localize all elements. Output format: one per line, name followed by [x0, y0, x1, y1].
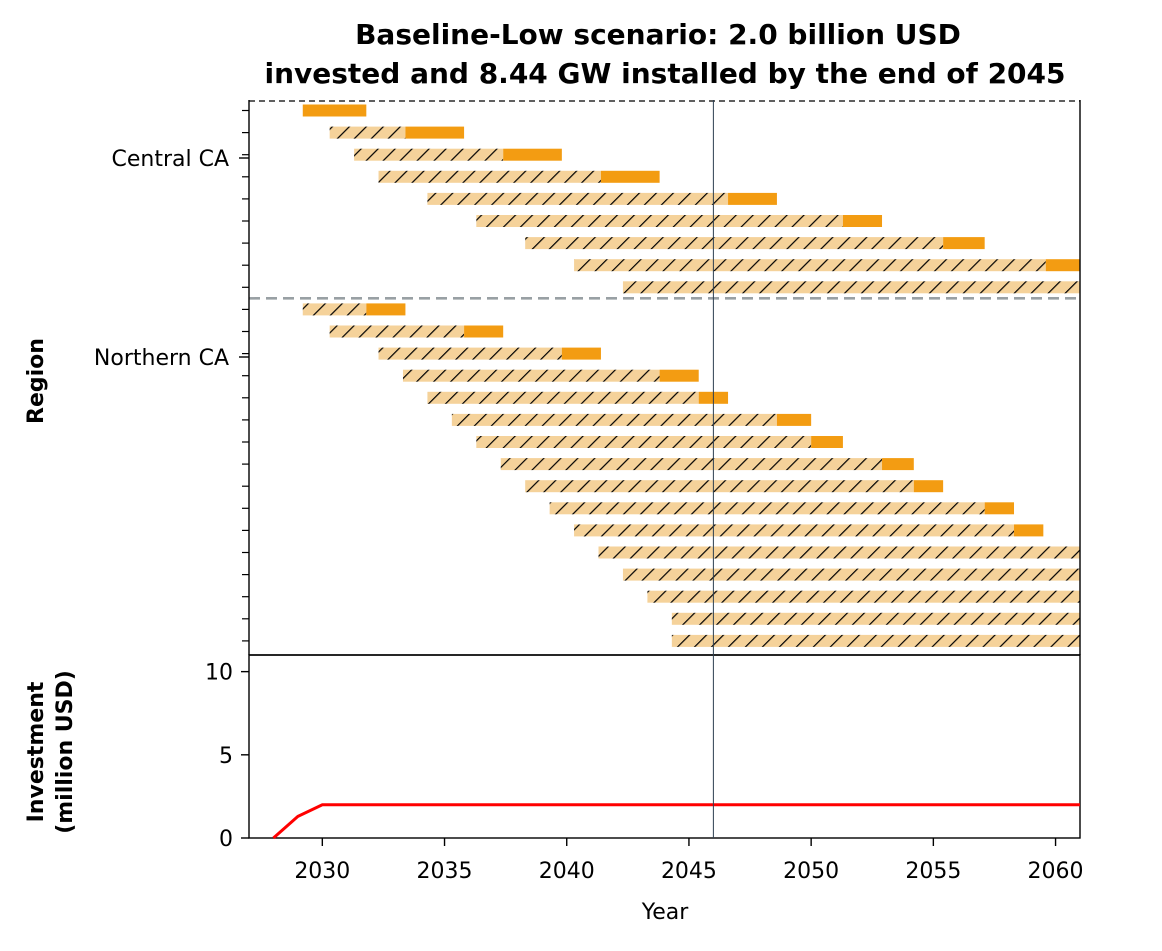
- operation-bar: [302, 104, 367, 117]
- group-label: Central CA: [111, 147, 229, 172]
- construction-bar: [622, 281, 1080, 294]
- construction-bar: [574, 259, 1046, 272]
- construction-bar: [598, 546, 1080, 559]
- construction-bar: [378, 170, 601, 183]
- x-tick-label: 2030: [294, 859, 350, 884]
- construction-bar: [525, 480, 914, 493]
- y-tick-label: 5: [219, 744, 233, 769]
- construction-bar: [647, 590, 1080, 603]
- construction-bar: [622, 568, 1080, 581]
- operation-bar: [503, 148, 562, 161]
- investment-y-axis-label-line1: Investment: [24, 681, 49, 822]
- construction-bar: [427, 391, 699, 404]
- gantt-y-axis-label: Region: [24, 338, 49, 424]
- investment-frame: [248, 654, 1081, 839]
- construction-bar: [302, 303, 367, 316]
- x-tick-label: 2045: [661, 859, 717, 884]
- construction-bar: [427, 192, 729, 205]
- construction-bar: [525, 237, 944, 250]
- operation-bar: [913, 480, 944, 493]
- construction-bar: [451, 413, 777, 426]
- y-tick-label: 0: [219, 827, 233, 852]
- operation-bar: [943, 237, 985, 250]
- construction-bar: [329, 126, 406, 139]
- construction-bar: [402, 369, 660, 382]
- operation-bar: [366, 303, 406, 316]
- operation-bar: [882, 458, 914, 471]
- operation-bar: [984, 502, 1015, 515]
- construction-bar: [671, 612, 1080, 625]
- operation-bar: [728, 192, 777, 205]
- operation-bar: [1045, 259, 1080, 272]
- x-tick-label: 2040: [539, 859, 595, 884]
- construction-bar: [500, 458, 883, 471]
- chart-title-line2: invested and 8.44 GW installed by the en…: [264, 57, 1065, 90]
- investment-panel: 0 5 10 2030 2035 2040 2045 2050 2055 2060: [205, 100, 1084, 884]
- group-label: Northern CA: [94, 346, 229, 371]
- construction-bar: [574, 524, 1015, 537]
- construction-bar: [354, 148, 504, 161]
- construction-bar: [476, 436, 812, 448]
- construction-bar: [476, 215, 843, 227]
- x-axis-label: Year: [641, 900, 690, 925]
- x-tick-label: 2060: [1028, 859, 1084, 884]
- operation-bar: [776, 413, 812, 426]
- x-tick-label: 2055: [905, 859, 961, 884]
- construction-bar: [549, 502, 985, 515]
- operation-bar: [659, 369, 699, 382]
- x-tick-label: 2035: [417, 859, 473, 884]
- operation-bar: [405, 126, 465, 139]
- investment-y-axis-label-line2: (million USD): [53, 670, 78, 834]
- operation-bar: [842, 215, 883, 227]
- x-tick-label: 2050: [783, 859, 839, 884]
- construction-bar: [329, 325, 465, 338]
- investment-series-line: [272, 803, 1080, 840]
- operation-bar: [600, 170, 660, 183]
- y-tick-label: 10: [205, 661, 233, 686]
- operation-bar: [1014, 524, 1044, 537]
- chart-title-line1: Baseline-Low scenario: 2.0 billion USD: [355, 18, 961, 51]
- gantt-panel: Central CA Northern CA: [94, 100, 1081, 656]
- operation-bar: [464, 325, 504, 338]
- construction-bar: [378, 347, 562, 360]
- operation-bar: [561, 347, 601, 360]
- construction-bar: [671, 634, 1080, 647]
- operation-bar: [811, 436, 843, 448]
